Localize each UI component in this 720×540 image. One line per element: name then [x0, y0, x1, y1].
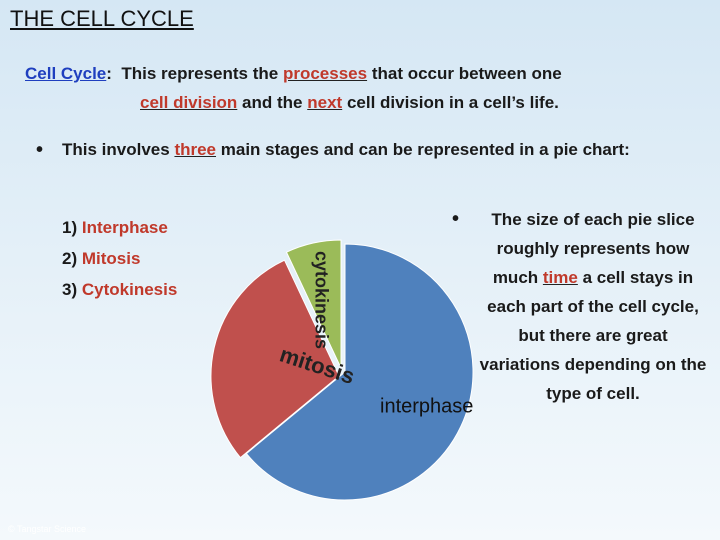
text: This represents the	[121, 64, 279, 83]
text: This involves	[62, 140, 170, 159]
colon: :	[106, 64, 112, 83]
stage: 2) Mitosis	[62, 243, 177, 274]
stage-list: 1) Interphase 2) Mitosis 3) Cytokinesis	[62, 212, 177, 305]
stage: 3) Cytokinesis	[62, 274, 177, 305]
stage-number: 1)	[62, 218, 78, 237]
text: a cell stays in each part of the cell cy…	[479, 268, 707, 403]
pie-slice	[210, 259, 340, 459]
term: Cell Cycle	[25, 64, 107, 83]
stage: 1) Interphase	[62, 212, 177, 243]
pie-slice	[285, 239, 342, 369]
copyright: © Tangstar Science	[8, 524, 87, 534]
text: and the	[242, 93, 303, 112]
text: cell division in a cell’s life.	[346, 93, 559, 112]
bullet: The size of each pie slice roughly repre…	[452, 205, 708, 408]
stage-number: 3)	[62, 280, 78, 299]
fill-in: time	[542, 268, 578, 287]
slice-label: cytokinesis	[311, 251, 331, 349]
slice-label: interphase	[380, 395, 473, 417]
text: The size of each pie slice roughly repre…	[491, 210, 695, 287]
fill-in: next	[307, 93, 343, 112]
stage-label: Interphase	[81, 218, 168, 237]
fill-in: processes	[282, 64, 368, 83]
fill-in: cell division	[140, 93, 238, 112]
text: main stages and can be represented in a …	[220, 140, 630, 159]
definition-line: cell division and the next cell division…	[140, 93, 559, 113]
pie-slice	[245, 243, 474, 501]
stage-label: Mitosis	[81, 249, 141, 268]
fill-in: three	[174, 140, 217, 159]
slide-title: THE CELL CYCLE	[10, 6, 194, 31]
stage-number: 2)	[62, 249, 78, 268]
text: that occur between one	[371, 64, 562, 83]
stage-label: Cytokinesis	[81, 280, 178, 299]
bullet: This involves three main stages and can …	[36, 137, 662, 163]
definition-line: Cell Cycle: This represents the processe…	[25, 64, 562, 84]
